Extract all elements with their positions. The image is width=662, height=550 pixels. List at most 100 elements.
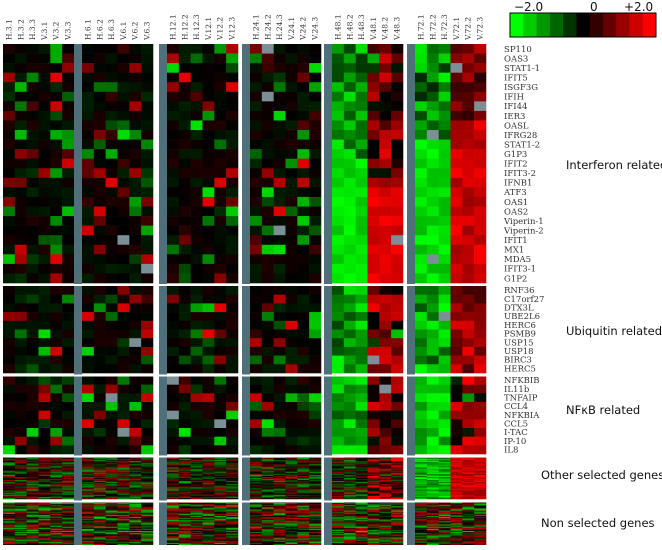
heatmap-cell bbox=[50, 338, 63, 348]
heatmap-cell bbox=[332, 506, 345, 508]
heatmap-cell bbox=[261, 303, 274, 313]
heatmap-cell bbox=[117, 483, 130, 485]
heatmap-cell bbox=[226, 533, 239, 535]
heatmap-cell bbox=[462, 460, 475, 462]
heatmap-cell bbox=[82, 481, 95, 483]
heatmap-cell bbox=[141, 528, 154, 531]
heatmap-cell bbox=[250, 376, 263, 385]
heatmap-cell bbox=[285, 495, 298, 498]
heatmap-cell bbox=[261, 120, 274, 131]
heatmap-cell bbox=[450, 465, 463, 467]
heatmap-cell bbox=[167, 512, 180, 515]
heatmap-cell bbox=[273, 529, 286, 532]
heatmap-cell bbox=[426, 473, 439, 476]
heatmap-cell bbox=[226, 505, 239, 507]
heatmap-cell bbox=[379, 458, 392, 460]
heatmap-cell bbox=[438, 254, 451, 265]
heatmap-cell bbox=[3, 486, 16, 488]
heatmap-cell bbox=[214, 519, 227, 521]
heatmap-cell bbox=[438, 537, 451, 539]
heatmap-cell bbox=[355, 196, 368, 207]
heatmap-cell bbox=[93, 206, 106, 217]
heatmap-cell bbox=[415, 538, 428, 540]
heatmap-cell bbox=[202, 522, 215, 524]
heatmap-cell bbox=[379, 468, 392, 470]
heatmap-cell bbox=[391, 482, 404, 484]
heatmap-cell bbox=[3, 534, 16, 536]
heatmap-cell bbox=[117, 376, 130, 385]
heatmap-cell bbox=[190, 91, 203, 102]
heatmap-cell bbox=[367, 466, 380, 468]
heatmap-cell bbox=[273, 521, 286, 523]
gene-label: IFI44 bbox=[504, 102, 527, 112]
heatmap-cell bbox=[26, 505, 39, 507]
heatmap-cell bbox=[355, 541, 368, 544]
heatmap-cell bbox=[309, 458, 322, 460]
heatmap-cell bbox=[450, 470, 463, 472]
heatmap-cell bbox=[26, 468, 39, 470]
heatmap-cell bbox=[355, 53, 368, 64]
heatmap-cell bbox=[285, 520, 298, 522]
heatmap-cell bbox=[38, 460, 51, 462]
heatmap-cell bbox=[343, 468, 356, 470]
heatmap-cell bbox=[167, 168, 180, 179]
heatmap-cell bbox=[415, 524, 428, 526]
heatmap-cell bbox=[93, 509, 106, 511]
heatmap-cell bbox=[250, 466, 263, 468]
heatmap-cell bbox=[105, 63, 118, 73]
heatmap-cell bbox=[26, 384, 39, 394]
heatmap-cell bbox=[297, 515, 310, 518]
heatmap-cell bbox=[26, 355, 39, 365]
heatmap-cell bbox=[202, 384, 215, 394]
heatmap-cell bbox=[332, 495, 345, 498]
heatmap-cell bbox=[93, 480, 106, 482]
heatmap-cell bbox=[474, 91, 487, 102]
heatmap-cell bbox=[415, 529, 428, 532]
heatmap-cell bbox=[297, 507, 310, 509]
heatmap-cell bbox=[250, 520, 263, 522]
heatmap-cell bbox=[26, 244, 39, 255]
heatmap-cell bbox=[129, 513, 142, 516]
heatmap-cell bbox=[190, 527, 203, 530]
heatmap-cell bbox=[129, 489, 142, 491]
row-group-label: Ubiquitin related bbox=[566, 324, 662, 338]
heatmap-cell bbox=[261, 495, 274, 498]
heatmap-cell bbox=[141, 503, 154, 505]
heatmap-cell bbox=[297, 402, 310, 411]
heatmap-cell bbox=[214, 490, 227, 492]
heatmap-cell bbox=[343, 428, 356, 437]
heatmap-cell bbox=[297, 101, 310, 112]
heatmap-cell bbox=[355, 529, 368, 532]
heatmap-cell bbox=[167, 503, 180, 505]
heatmap-cell bbox=[202, 505, 215, 507]
heatmap-cell bbox=[105, 526, 118, 529]
heatmap-cell bbox=[50, 470, 63, 472]
heatmap-cell bbox=[450, 484, 463, 486]
heatmap-cell bbox=[38, 541, 51, 544]
heatmap-cell bbox=[214, 457, 227, 459]
gene-label: I-TAC bbox=[504, 428, 528, 438]
heatmap-cell bbox=[105, 531, 118, 533]
heatmap-cell bbox=[167, 517, 180, 519]
heatmap-cell bbox=[167, 508, 180, 510]
heatmap-cell bbox=[309, 168, 322, 179]
heatmap-cell bbox=[167, 364, 180, 374]
heatmap-cell bbox=[261, 508, 274, 510]
heatmap-cell bbox=[50, 522, 63, 524]
heatmap-cell bbox=[309, 474, 322, 477]
heatmap-cell bbox=[462, 436, 475, 446]
heatmap-cell bbox=[261, 541, 274, 544]
heatmap-cell bbox=[38, 187, 51, 198]
heatmap-cell bbox=[3, 522, 16, 524]
heatmap-cell bbox=[105, 518, 118, 520]
heatmap-cell bbox=[438, 53, 451, 64]
heatmap-cell bbox=[226, 485, 239, 487]
heatmap-cell bbox=[190, 521, 203, 523]
heatmap-cell bbox=[391, 273, 404, 284]
heatmap-cell bbox=[117, 338, 130, 348]
heatmap-cell bbox=[190, 511, 203, 514]
heatmap-cell bbox=[355, 542, 368, 545]
heatmap-cell bbox=[26, 497, 39, 500]
heatmap-cell bbox=[309, 523, 322, 525]
heatmap-cell bbox=[450, 511, 463, 514]
